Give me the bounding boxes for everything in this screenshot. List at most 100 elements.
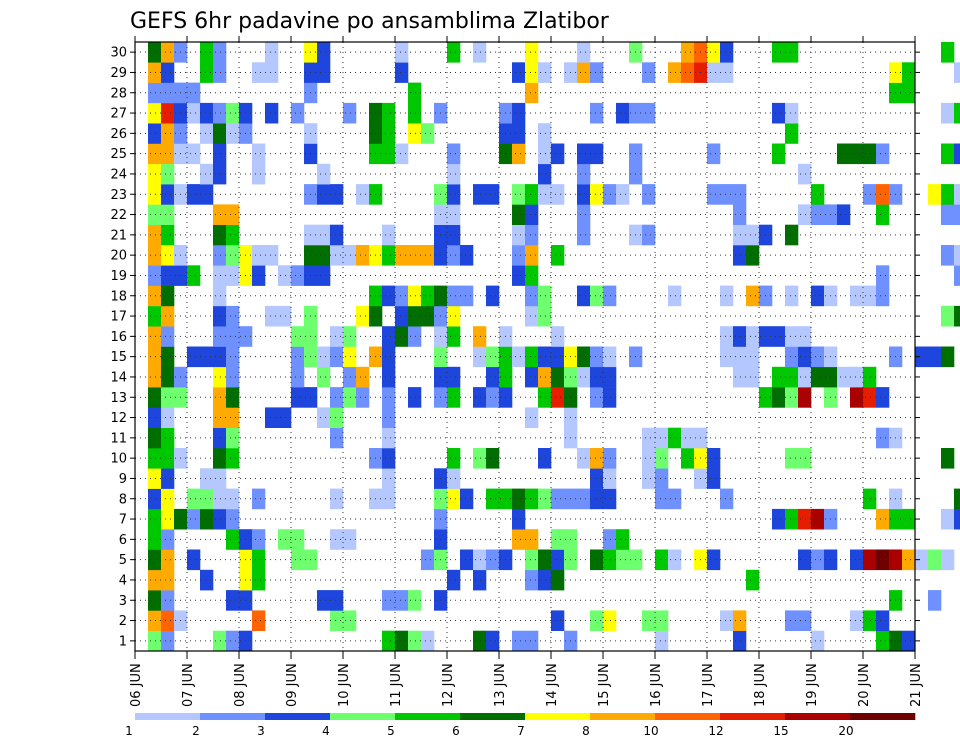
precip-cell [655,630,669,652]
precip-cell [642,184,656,205]
precip-cell [161,346,175,368]
precip-cell [213,102,227,124]
precip-cell [460,549,474,571]
precip-cell [512,245,526,266]
precip-cell [148,387,162,408]
precip-cell [551,529,565,550]
precip-cell [538,387,552,408]
precip-cell [291,102,305,124]
precip-cell [577,62,591,83]
precip-cell [590,346,604,368]
precip-cell [863,184,877,205]
precip-cell [876,143,890,165]
x-tick-label: 13 JUN [493,663,508,707]
precip-cell [746,245,760,266]
precip-cell [785,610,799,631]
legend-swatch [655,713,721,720]
precip-cell [668,427,682,449]
precip-cell [382,366,396,388]
precip-cell [473,387,487,408]
precip-cell [603,366,617,388]
precip-cell [408,123,422,144]
precip-cell [538,346,552,368]
precip-cell [850,549,864,571]
precip-cell [161,163,175,185]
precip-cell [902,82,916,104]
precip-cell [811,184,825,205]
precip-cell [382,488,396,510]
precip-cell [382,468,396,489]
precip-cell [252,610,266,631]
precip-cell [733,346,747,368]
precip-cell [707,42,721,63]
precip-cell [746,326,760,347]
precip-cell [252,163,266,185]
precip-cell [447,224,461,246]
precip-cell [850,285,864,307]
precip-cell [200,184,214,205]
precip-cell [681,42,695,63]
precip-cell [343,245,357,266]
precip-cell [161,82,175,104]
precip-cell [213,163,227,185]
precip-cell [707,468,721,489]
precip-cell [148,427,162,449]
precip-cell [538,184,552,205]
precip-cell [447,488,461,510]
precip-cell [382,224,396,246]
precip-cell [447,285,461,307]
precip-cell [707,62,721,83]
precip-cell [512,529,526,550]
precip-cell [317,265,331,286]
precip-cell [785,285,799,307]
precip-cell [486,630,500,652]
precip-cell [161,42,175,63]
x-tick-label: 06 JUN [129,663,144,707]
precip-cell [486,549,500,571]
precip-cell [785,346,799,368]
precip-cell [330,326,344,347]
precip-cell [148,245,162,266]
precip-cell [200,62,214,83]
precip-cell [876,204,890,225]
legend-label: 7 [517,724,525,738]
precip-cell [577,184,591,205]
precip-cell [330,184,344,205]
precip-cell [213,366,227,388]
precip-cell [603,285,617,307]
precip-cell [161,448,175,469]
precip-cell [720,62,734,83]
precip-cell [525,204,539,225]
precip-cell [876,508,890,530]
precip-cell [213,62,227,83]
precip-cell [330,529,344,550]
precip-cell [356,245,370,266]
precip-cell [850,143,864,165]
precip-cell [785,224,799,246]
y-tick-label: 16 [110,330,127,345]
legend-swatch [135,713,201,720]
precip-cell [226,488,240,510]
precip-cell [148,569,162,591]
precip-cell [551,488,565,510]
precip-cell [278,529,292,550]
legend-label: 3 [257,724,265,738]
precip-cell [278,265,292,286]
precip-cell [356,305,370,327]
precip-cell [642,448,656,469]
precip-cell [226,427,240,449]
precip-cell [720,184,734,205]
x-tick-label: 09 JUN [285,663,300,707]
chart-title: GEFS 6hr padavine po ansamblima Zlatibor [130,9,610,34]
precip-cell [200,508,214,530]
precip-cell [655,468,669,489]
precip-cell [161,630,175,652]
precip-cell [213,630,227,652]
precip-cell [525,407,539,428]
precip-cell [512,143,526,165]
precip-cell [603,610,617,631]
precip-cell [863,488,877,510]
precip-cell [317,407,331,428]
legend-label: 1 [125,724,133,738]
precip-cell [746,224,760,246]
